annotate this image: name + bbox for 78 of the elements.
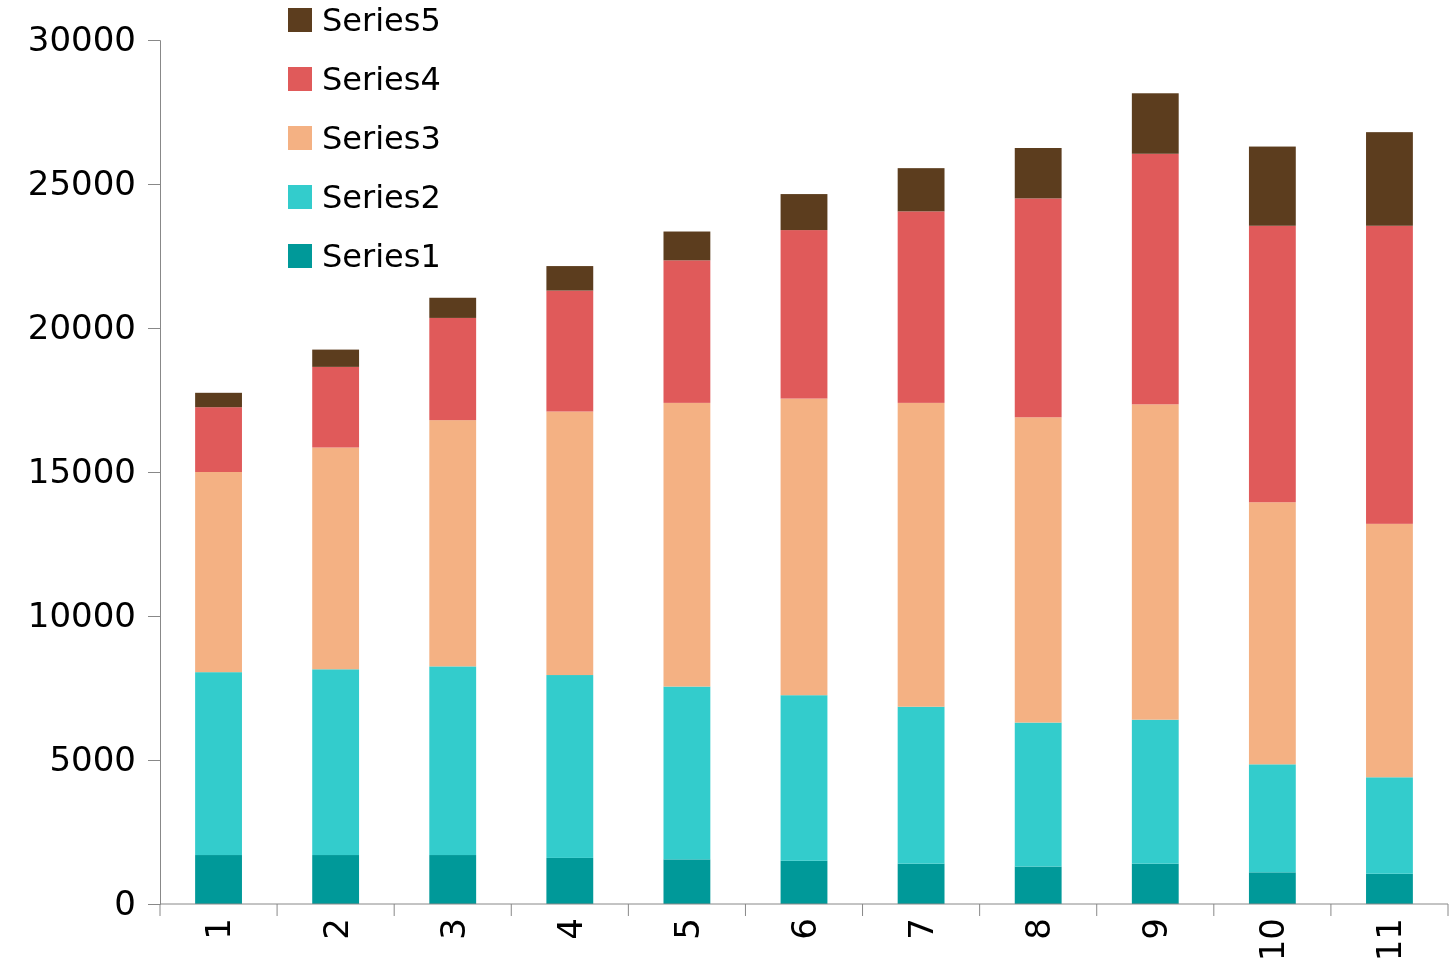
x-tick-label: 1 [198,918,239,940]
bar [663,260,711,403]
bar [1014,198,1062,418]
y-tick-label: 5000 [49,739,136,780]
x-tick-label: 10 [1252,918,1293,962]
bar [780,398,828,696]
bar [312,366,360,448]
bar [897,402,945,707]
bar [780,695,828,861]
legend-label: Series3 [322,119,441,158]
bar [1131,863,1179,904]
bar [1248,872,1296,904]
bar [663,859,711,904]
bar [195,855,242,904]
bar [429,317,477,421]
x-tick-label: 11 [1369,918,1410,962]
y-tick-label: 30000 [27,19,136,60]
legend-label: Series5 [322,1,441,40]
x-tick-label: 3 [432,918,473,940]
bar [1131,719,1179,864]
bar [546,411,594,676]
legend-label: Series1 [322,237,441,276]
bar [1131,404,1179,720]
bar [1366,873,1413,904]
bar [312,855,360,904]
bar [195,407,242,472]
y-tick-label: 20000 [27,307,136,348]
bar [780,194,828,231]
bar [312,447,360,670]
bar [1014,722,1062,867]
bar [546,290,594,412]
bar [780,230,828,399]
bar [429,855,477,904]
y-tick-label: 15000 [27,451,136,492]
bar [1248,146,1296,226]
bar [312,669,360,856]
bar [195,672,242,856]
bar [1248,502,1296,765]
bar [1248,764,1296,873]
bar [429,666,477,856]
bar [546,266,594,291]
legend-label: Series4 [322,60,441,99]
bar [1014,866,1062,904]
bar [1366,777,1413,874]
bar [429,297,477,318]
y-tick-label: 10000 [27,595,136,636]
legend-label: Series2 [322,178,441,217]
bar [780,860,828,904]
x-tick-label: 5 [666,918,707,940]
y-tick-label: 25000 [27,163,136,204]
x-tick-label: 9 [1135,918,1176,940]
bar [1366,225,1413,524]
x-tick-label: 7 [900,918,941,940]
bar [1131,93,1179,154]
bar [195,392,242,408]
bar [663,686,711,860]
bar [1366,523,1413,778]
bar [1014,417,1062,723]
bar [1014,148,1062,199]
bar [195,472,242,673]
bar [897,168,945,212]
bar [897,863,945,904]
bar [1366,132,1413,226]
x-tick-label: 8 [1018,918,1059,940]
bar [1248,225,1296,503]
bar [429,420,477,667]
x-tick-label: 2 [315,918,356,940]
bar [897,211,945,403]
bar [663,231,711,261]
x-tick-label: 6 [783,918,824,940]
bar [1131,153,1179,405]
bar [312,349,360,367]
x-tick-label: 4 [549,918,590,940]
bar [546,675,594,858]
bar [546,857,594,904]
bar [897,706,945,864]
bar [663,402,711,687]
y-tick-label: 0 [114,883,136,924]
